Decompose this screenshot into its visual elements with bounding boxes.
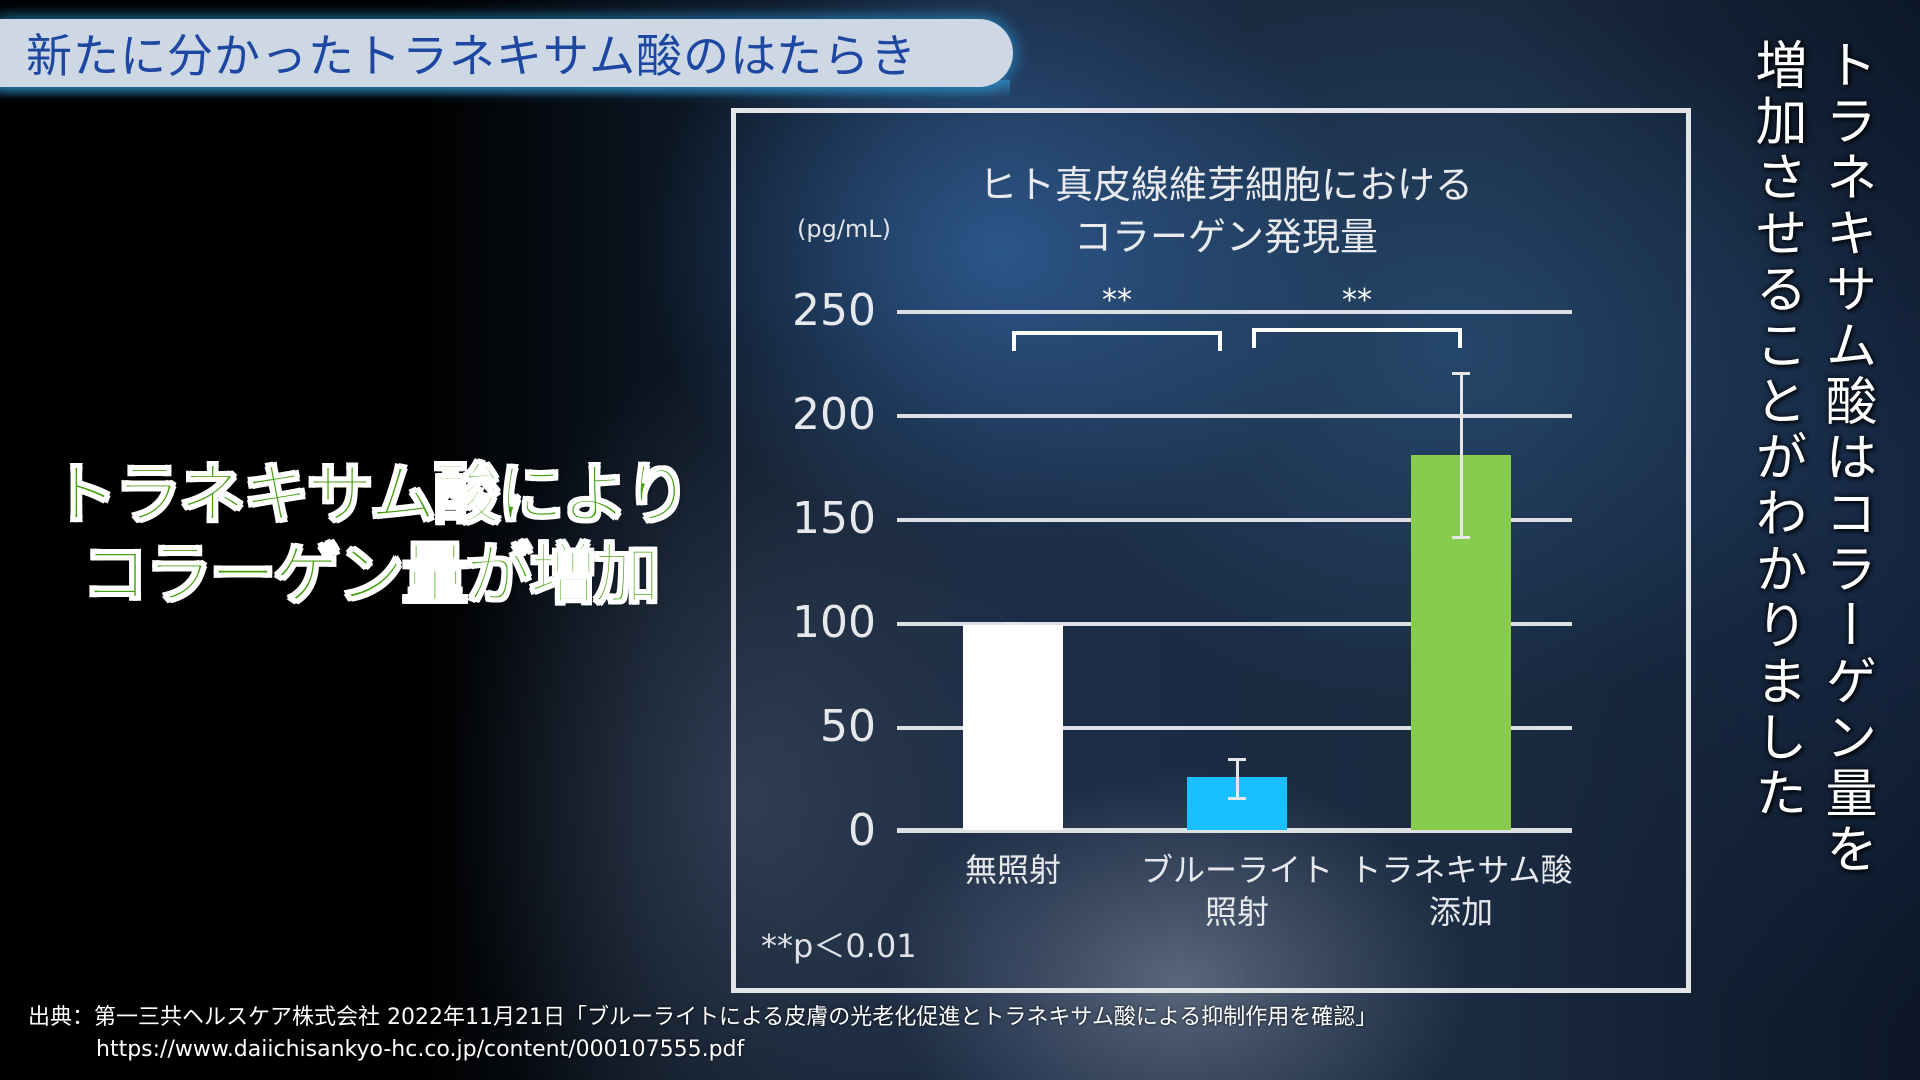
y-tick-0: 0 (848, 805, 876, 856)
gridline-100 (897, 622, 1572, 626)
x-label-line-1: トラネキサム酸 (1349, 851, 1573, 889)
page-title: 新たに分かったトラネキサム酸のはたらき (26, 29, 918, 83)
p-value-note: **p＜0.01 (761, 927, 917, 965)
significance-marker-2: ** (1342, 283, 1372, 318)
error-cap-top-blue-light (1228, 758, 1246, 761)
error-cap-bottom-blue-light (1228, 797, 1246, 800)
chart-title-line-2: コラーゲン発現量 (1073, 215, 1378, 259)
gridline-150 (897, 518, 1572, 522)
chart-panel: ヒト真皮線維芽細胞における コラーゲン発現量 (pg/mL) 250 200 1… (731, 108, 1691, 993)
x-label-line-1: ブルーライト (1140, 851, 1333, 889)
gridline-250 (897, 310, 1572, 314)
caption-line-1: トラネキサム酸により (50, 455, 691, 534)
vertical-text-column-1: トラネキサム酸はコラーゲン量を (1816, 38, 1876, 878)
source-citation: 出典：第一三共ヘルスケア株式会社 2022年11月21日「ブルーライトによる皮膚… (28, 1002, 1377, 1066)
error-cap-no-irradiation (1004, 622, 1022, 625)
source-url: https://www.daiichisankyo-hc.co.jp/conte… (96, 1037, 745, 1062)
plot-area: 250 200 150 100 50 0 ** ** 無照射 ブルーライト 照射 (736, 113, 1686, 988)
bar-no-irradiation (963, 625, 1063, 830)
highlight-caption: トラネキサム酸により コラーゲン量が増加 (40, 455, 700, 615)
x-label-tranexamic-acid: トラネキサム酸 添加 (1341, 849, 1581, 933)
x-label-no-irradiation: 無照射 (893, 849, 1133, 891)
error-cap-top-tranexamic-acid (1452, 372, 1470, 375)
x-label-line-1: 無照射 (964, 851, 1061, 889)
x-label-blue-light: ブルーライト 照射 (1117, 849, 1357, 933)
source-text: 出典：第一三共ヘルスケア株式会社 2022年11月21日「ブルーライトによる皮膚… (28, 1005, 1378, 1030)
title-bar: 新たに分かったトラネキサム酸のはたらき (0, 19, 1013, 87)
significance-bracket-2 (1252, 328, 1462, 348)
error-bar-tranexamic-acid (1460, 373, 1463, 537)
x-label-line-2: 添加 (1428, 893, 1493, 931)
y-tick-100: 100 (792, 597, 876, 648)
chart-title-line-1: ヒト真皮線維芽細胞における (978, 163, 1473, 207)
vertical-text-column-2: 増加させることがわかりました (1746, 38, 1806, 822)
caption-line-2: コラーゲン量が増加 (81, 535, 661, 614)
gridline-200 (897, 414, 1572, 418)
x-axis-line (897, 828, 1572, 833)
significance-bracket-1 (1012, 331, 1222, 351)
y-tick-150: 150 (792, 493, 876, 544)
y-axis-unit: (pg/mL) (797, 215, 892, 243)
x-label-line-2: 照射 (1204, 893, 1269, 931)
y-tick-200: 200 (792, 389, 876, 440)
y-tick-50: 50 (820, 701, 876, 752)
gridline-50 (897, 726, 1572, 730)
significance-marker-1: ** (1102, 283, 1132, 318)
error-bar-blue-light (1236, 759, 1239, 798)
y-tick-250: 250 (792, 285, 876, 336)
chart-title: ヒト真皮線維芽細胞における コラーゲン発現量 (736, 159, 1686, 263)
error-cap-bottom-tranexamic-acid (1452, 536, 1470, 539)
